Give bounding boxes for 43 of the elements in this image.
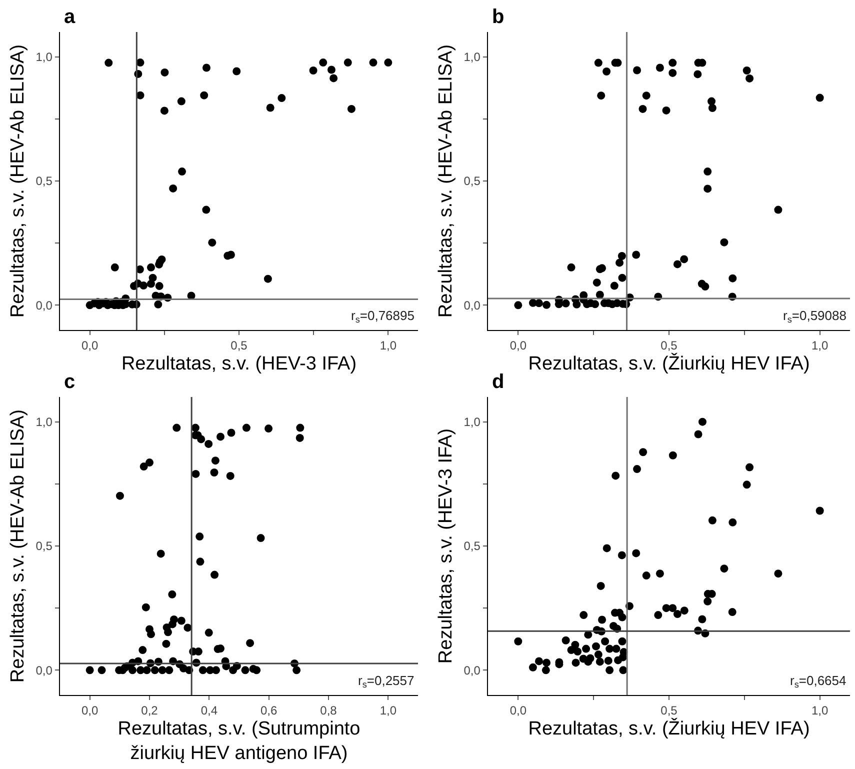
y-axis-title: Rezultatas, s.v. (HEV-Ab ELISA) [8, 44, 29, 318]
x-tick-label: 0,0 [81, 338, 98, 353]
x-tick-label: 0,6 [260, 704, 278, 718]
x-tick-label: 0,4 [200, 704, 218, 718]
x-tick-label: 0,0 [81, 704, 98, 718]
x-tick-label: 0,8 [320, 704, 338, 718]
y-tick-label: 0,5 [36, 174, 53, 188]
x-tick-label: 0,0 [510, 338, 527, 353]
x-tick-label: 0,0 [510, 704, 527, 718]
x-tick-label: 1,0 [811, 338, 828, 353]
x-tick-label: 1,0 [380, 704, 397, 718]
x-axis-title: Rezultatas, s.v. (HEV-3 IFA) [121, 353, 357, 374]
chart-title: b [492, 6, 504, 28]
y-tick-label: 1,0 [464, 415, 481, 430]
x-tick-label: 0,5 [660, 338, 678, 353]
y-tick-label: 0,5 [464, 539, 481, 554]
annotation: r$_{s}$=0,59088 [783, 308, 846, 325]
y-tick-label: 0,0 [464, 298, 481, 312]
y-tick-label: 1,0 [36, 415, 53, 430]
y-tick-label: 1,0 [464, 50, 481, 64]
y-tick-label: 0,0 [36, 663, 53, 678]
chart-title: d [492, 371, 504, 393]
chart-title: c [64, 371, 76, 393]
y-axis-title: Rezultatas, s.v. (HEV-Ab ELISA) [436, 44, 457, 318]
y-axis-title: Rezultatas, s.v. (HEV-Ab ELISA) [8, 409, 29, 683]
x-axis-title: Rezultatas, s.v. (Žiurkių HEV IFA) [528, 718, 810, 740]
y-tick-label: 0,0 [36, 298, 53, 312]
annotation: r$_{s}$=0,6654 [790, 673, 846, 690]
y-tick-label: 0,5 [36, 539, 53, 554]
y-axis-title: Rezultatas, s.v. (HEV-3 IFA) [436, 428, 457, 664]
y-tick-label: 0,5 [464, 174, 481, 188]
y-tick-label: 0,0 [464, 663, 481, 678]
x-tick-label: 0,5 [660, 704, 678, 718]
y-tick-label: 1,0 [36, 50, 53, 64]
x-axis-title: Rezultatas, s.v. (Sutrumpinto žiurkių HEV antigeno IFA) [118, 718, 360, 764]
chart-title: a [64, 6, 76, 28]
x-tick-label: 0,5 [230, 338, 248, 353]
x-axis-title: Rezultatas, s.v. (Žiurkių HEV IFA) [528, 352, 810, 375]
x-tick-label: 0,2 [141, 704, 158, 718]
annotation: r$_{s}$=0,2557 [358, 673, 414, 690]
x-tick-label: 1,0 [380, 338, 397, 353]
annotation: r$_{s}$=0,76895 [351, 308, 414, 325]
x-tick-label: 1,0 [811, 704, 828, 718]
